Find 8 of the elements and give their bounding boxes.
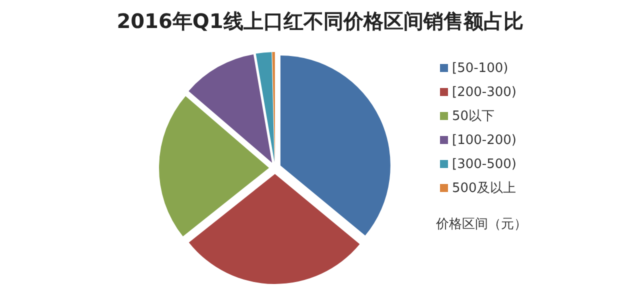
legend-label: 500及以上 (452, 181, 516, 196)
chart-title: 2016年Q1线上口红不同价格区间销售额占比 (116, 9, 524, 33)
legend-label: [100-200) (452, 133, 516, 148)
legend-label: [200-300) (452, 85, 516, 100)
legend-label: [50-100) (452, 61, 508, 76)
legend-label: 50以下 (452, 109, 495, 124)
legend-label: [300-500) (452, 157, 516, 172)
legend-title: 价格区间（元） (435, 217, 527, 232)
